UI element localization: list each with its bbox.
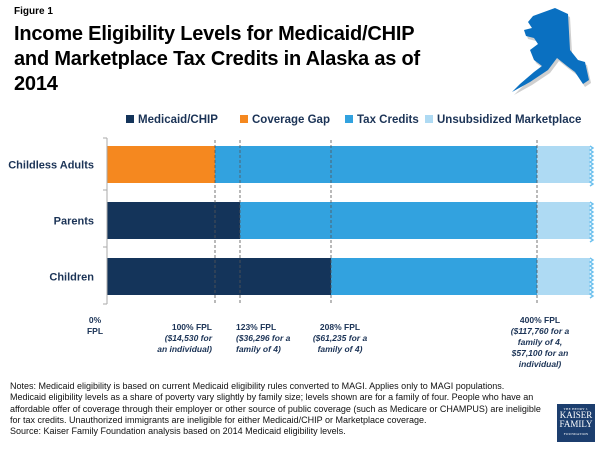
bar-tax-1 xyxy=(240,202,537,239)
tick-label-line: 400% FPL xyxy=(519,315,561,325)
notes: Notes: Medicaid eligibility is based on … xyxy=(10,381,550,437)
bar-gap-0 xyxy=(107,146,215,183)
notes-line: Medicaid eligibility levels as a share o… xyxy=(10,392,534,403)
legend-label-medicaid: Medicaid/CHIP xyxy=(138,114,218,126)
notes-line: affordable offer of coverage through the… xyxy=(10,403,541,414)
category-label: Children xyxy=(49,272,94,284)
tick-label-line: 123% FPL xyxy=(236,322,277,332)
logo-line: THE HENRY J. xyxy=(563,407,589,411)
bar-unsub-1 xyxy=(537,202,590,239)
tick-label-line: 0% xyxy=(88,315,102,325)
alaska-map-icon xyxy=(512,8,591,95)
tick-label-detail: individual) xyxy=(518,359,562,369)
tick-label-line: 208% FPL xyxy=(319,322,361,332)
notes-line: Notes: Medicaid eligibility is based on … xyxy=(10,381,505,391)
category-label: Childless Adults xyxy=(8,160,94,172)
bar-break-icon xyxy=(588,257,595,299)
tick-label-detail: family of 4) xyxy=(236,344,281,354)
legend-label-unsub: Unsubsidized Marketplace xyxy=(437,114,581,126)
bar-medicaid-2 xyxy=(107,258,331,295)
legend-swatch-medicaid xyxy=(126,115,134,123)
x-tick-label-400: 400% FPL ($117,760 for a family of 4, $57,1… xyxy=(500,315,580,370)
bars xyxy=(107,145,595,299)
reference-lines xyxy=(103,137,538,305)
chart-title: Income Eligibility Levels for Medicaid/C… xyxy=(14,23,420,95)
bar-break-icon xyxy=(588,145,595,187)
x-tick-label-100: 100% FPL ($14,530 for an individual) xyxy=(150,322,212,355)
tick-label-detail: $57,100 for an xyxy=(511,348,569,358)
x-tick-label-208: 208% FPL ($61,235 for a family of 4) xyxy=(305,322,375,355)
logo-line: KAISER xyxy=(559,410,593,420)
tick-label-detail: an individual) xyxy=(157,344,212,354)
x-tick-label-123: 123% FPL ($36,296 for a family of 4) xyxy=(236,322,311,355)
legend-label-tax: Tax Credits xyxy=(357,114,419,126)
tick-label-detail: ($36,296 for a xyxy=(236,333,291,343)
figure-label: Figure 1 xyxy=(14,6,53,17)
tick-label-detail: ($117,760 for a xyxy=(510,326,570,336)
category-labels: Childless Adults Parents Children xyxy=(8,160,94,284)
tick-label-detail: ($14,530 for xyxy=(164,333,212,343)
bar-unsub-0 xyxy=(537,146,590,183)
notes-line: for tax credits. Unauthorized immigrants… xyxy=(10,414,427,425)
tick-label-detail: ($61,235 for a xyxy=(312,333,368,343)
legend: Medicaid/CHIP Coverage Gap Tax Credits Unsu… xyxy=(126,114,581,126)
tick-label-detail: family of 4) xyxy=(317,344,363,354)
bar-tax-0 xyxy=(215,146,537,183)
chart: Medicaid/CHIP Coverage Gap Tax Credits Unsu… xyxy=(8,114,595,305)
x-tick-label-0: 0% FPL xyxy=(80,315,110,337)
tick-label-line: FPL xyxy=(86,326,104,336)
legend-swatch-gap xyxy=(240,115,248,123)
bar-medicaid-1 xyxy=(107,202,240,239)
legend-label-gap: Coverage Gap xyxy=(252,114,330,126)
legend-swatch-unsub xyxy=(425,115,433,123)
logo-line: FAMILY xyxy=(559,419,593,429)
source-line: Source: Kaiser Family Foundation analysi… xyxy=(10,426,346,437)
bar-unsub-2 xyxy=(537,258,590,295)
legend-swatch-tax xyxy=(345,115,353,123)
tick-label-line: 100% FPL xyxy=(171,322,212,332)
kff-logo: THE HENRY J. KAISER FAMILY FOUNDATION xyxy=(557,404,595,442)
bar-tax-2 xyxy=(331,258,537,295)
logo-line: FOUNDATION xyxy=(563,432,589,436)
bar-break-icon xyxy=(588,201,595,243)
category-label: Parents xyxy=(54,216,94,228)
tick-label-detail: family of 4, xyxy=(517,337,563,347)
